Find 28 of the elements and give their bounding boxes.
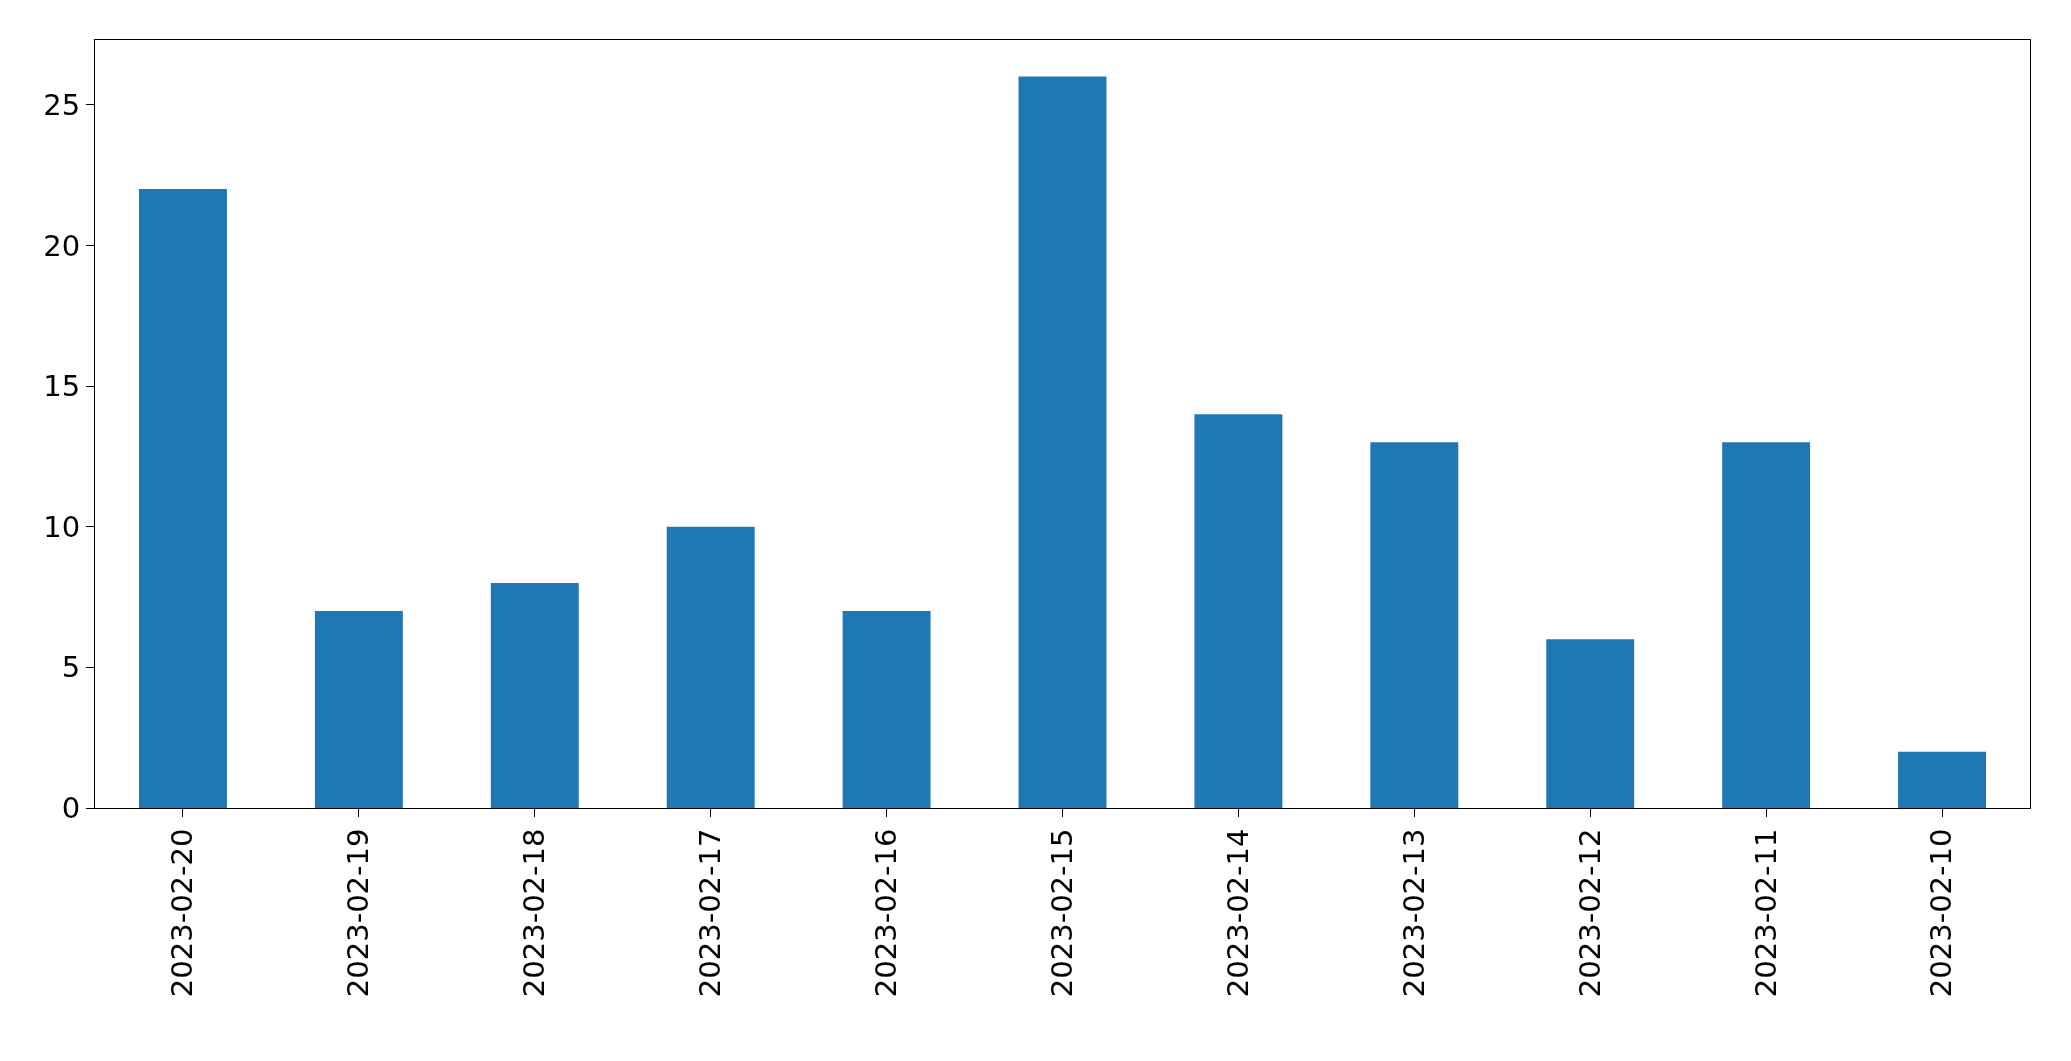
y-tick-label: 0 (61, 791, 81, 826)
y-tick-label: 15 (43, 369, 81, 404)
x-tick-label: 2023-02-12 (1572, 828, 1607, 998)
y-tick-label: 10 (43, 509, 81, 544)
x-tick-label: 2023-02-13 (1396, 828, 1431, 998)
bar (1370, 442, 1459, 808)
bar (314, 611, 403, 808)
x-tick-label: 2023-02-11 (1748, 828, 1783, 998)
bar (666, 526, 755, 808)
x-tick-label: 2023-02-18 (517, 828, 552, 998)
bar (1898, 751, 1987, 808)
x-tick-label: 2023-02-15 (1044, 828, 1079, 998)
bar (842, 611, 931, 808)
y-tick-label: 5 (61, 650, 81, 685)
bar (1018, 76, 1107, 808)
x-tick-label: 2023-02-19 (341, 828, 376, 998)
bar (1546, 639, 1635, 808)
x-tick-label: 2023-02-14 (1220, 828, 1255, 998)
x-tick-label: 2023-02-10 (1924, 828, 1959, 998)
bar (490, 582, 579, 808)
x-tick-label: 2023-02-16 (869, 828, 904, 998)
y-tick-label: 20 (43, 228, 81, 263)
x-tick-label: 2023-02-20 (165, 828, 200, 998)
x-tick-label: 2023-02-17 (693, 828, 728, 998)
y-tick-label: 25 (43, 87, 81, 122)
bar (138, 189, 227, 808)
bar (1194, 414, 1283, 808)
bar (1722, 442, 1811, 808)
